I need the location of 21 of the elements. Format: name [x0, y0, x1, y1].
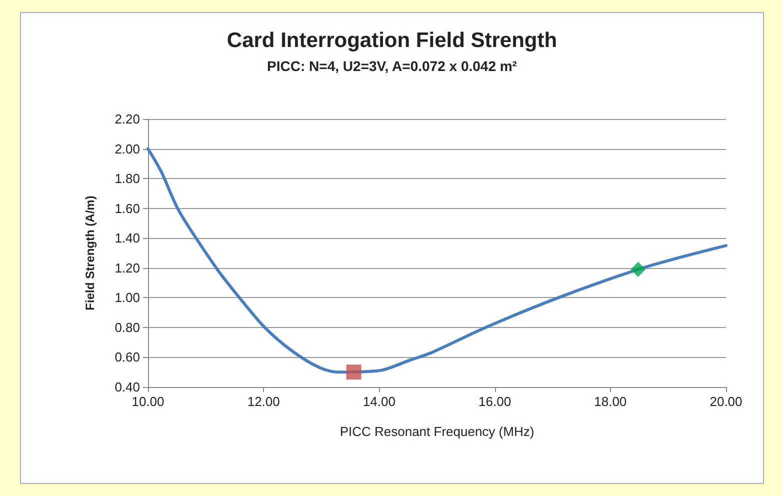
y-tick-label: 1.00 — [114, 290, 140, 306]
line-series — [146, 147, 728, 374]
chart-subtitle: PICC: N=4, U2=3V, A=0.072 x 0.042 m² — [267, 58, 518, 74]
chart-title: Card Interrogation Field Strength — [226, 29, 558, 52]
y-tick-label: 0.80 — [114, 320, 140, 335]
x-tick-label: 20.00 — [710, 394, 742, 409]
x-axis-title: PICC Resonant Frequency (MHz) — [340, 424, 534, 439]
y-tick-label: 1.20 — [114, 260, 140, 276]
x-tick-label: 16.00 — [478, 394, 512, 409]
y-tick-label: 1.40 — [114, 230, 140, 246]
y-tick-label: 0.60 — [114, 350, 140, 365]
y-tick-label: 2.00 — [114, 141, 140, 156]
x-tick-label: 12.00 — [247, 394, 280, 409]
y-tick-label: 1.60 — [114, 200, 140, 216]
x-tick-label: 14.00 — [362, 394, 396, 409]
y-tick-label: 2.20 — [114, 112, 140, 126]
x-tick-label: 18.00 — [594, 394, 627, 409]
x-tick-label: 10.00 — [132, 394, 164, 409]
y-tick-label: 0.40 — [114, 380, 140, 394]
y-tick-label: 1.80 — [114, 171, 140, 186]
y-axis-title: Field Strength (A/m) — [83, 196, 97, 310]
